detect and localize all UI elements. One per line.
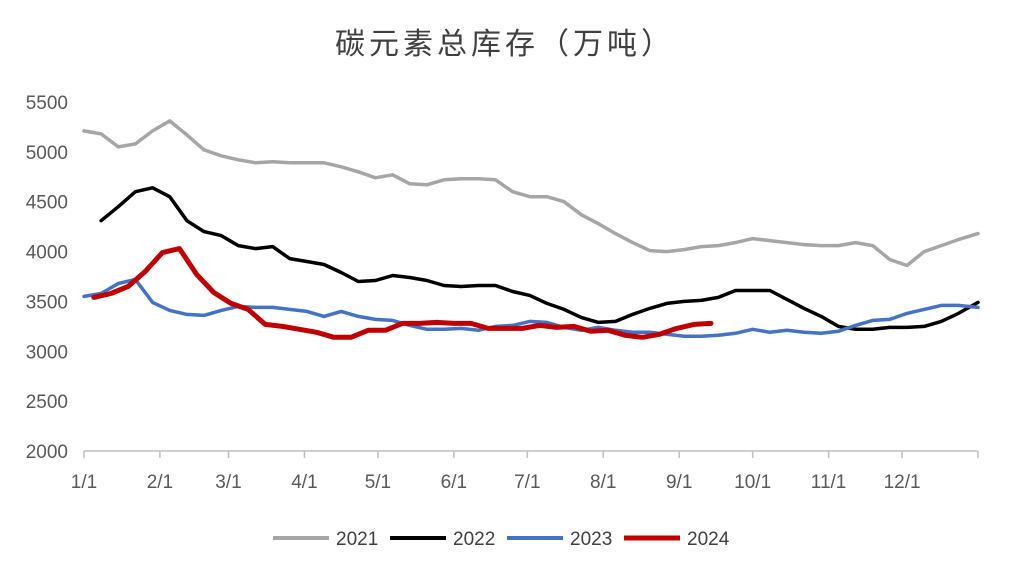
x-tick-label: 8/1 (590, 472, 616, 493)
legend: 2021 2022 2023 2024 (273, 529, 730, 550)
series-line-2021 (82, 119, 980, 268)
legend-label-2021: 2021 (336, 529, 378, 550)
x-tick-label: 7/1 (514, 472, 540, 493)
y-tick-label: 3500 (26, 292, 68, 313)
series-line-2024 (91, 246, 714, 340)
x-tick-label: 5/1 (365, 472, 391, 493)
y-axis-tick-labels: 2000 2500 3000 3500 4000 4500 5000 5500 (26, 93, 68, 463)
series-line-2023 (82, 277, 980, 339)
legend-label-2023: 2023 (570, 529, 612, 550)
x-tick-label: 9/1 (666, 472, 692, 493)
x-tick-label: 1/1 (71, 472, 97, 493)
x-tick-label: 10/1 (734, 472, 771, 493)
x-tick-label: 4/1 (291, 472, 317, 493)
chart-title: 碳元素总库存（万吨） (335, 27, 675, 62)
series-line-2022 (99, 186, 980, 332)
y-tick-label: 2500 (26, 392, 68, 413)
x-axis: 1/1 2/1 3/1 4/1 5/1 6/1 7/1 8/1 9/1 10/1 11/1 12/1 (71, 450, 979, 493)
y-tick-label: 3000 (26, 342, 68, 363)
y-tick-label: 5500 (26, 93, 68, 114)
legend-label-2024: 2024 (687, 529, 730, 550)
series-lines (82, 119, 980, 340)
y-tick-label: 4500 (26, 193, 68, 214)
x-tick-label: 12/1 (884, 472, 921, 493)
y-tick-label: 2000 (26, 442, 68, 463)
x-tick-label: 6/1 (441, 472, 467, 493)
x-tick-label: 3/1 (215, 472, 241, 493)
y-tick-label: 5000 (26, 143, 68, 164)
x-tick-label: 2/1 (147, 472, 173, 493)
legend-label-2022: 2022 (453, 529, 495, 550)
x-tick-label: 11/1 (811, 472, 847, 493)
y-tick-label: 4000 (26, 243, 68, 264)
